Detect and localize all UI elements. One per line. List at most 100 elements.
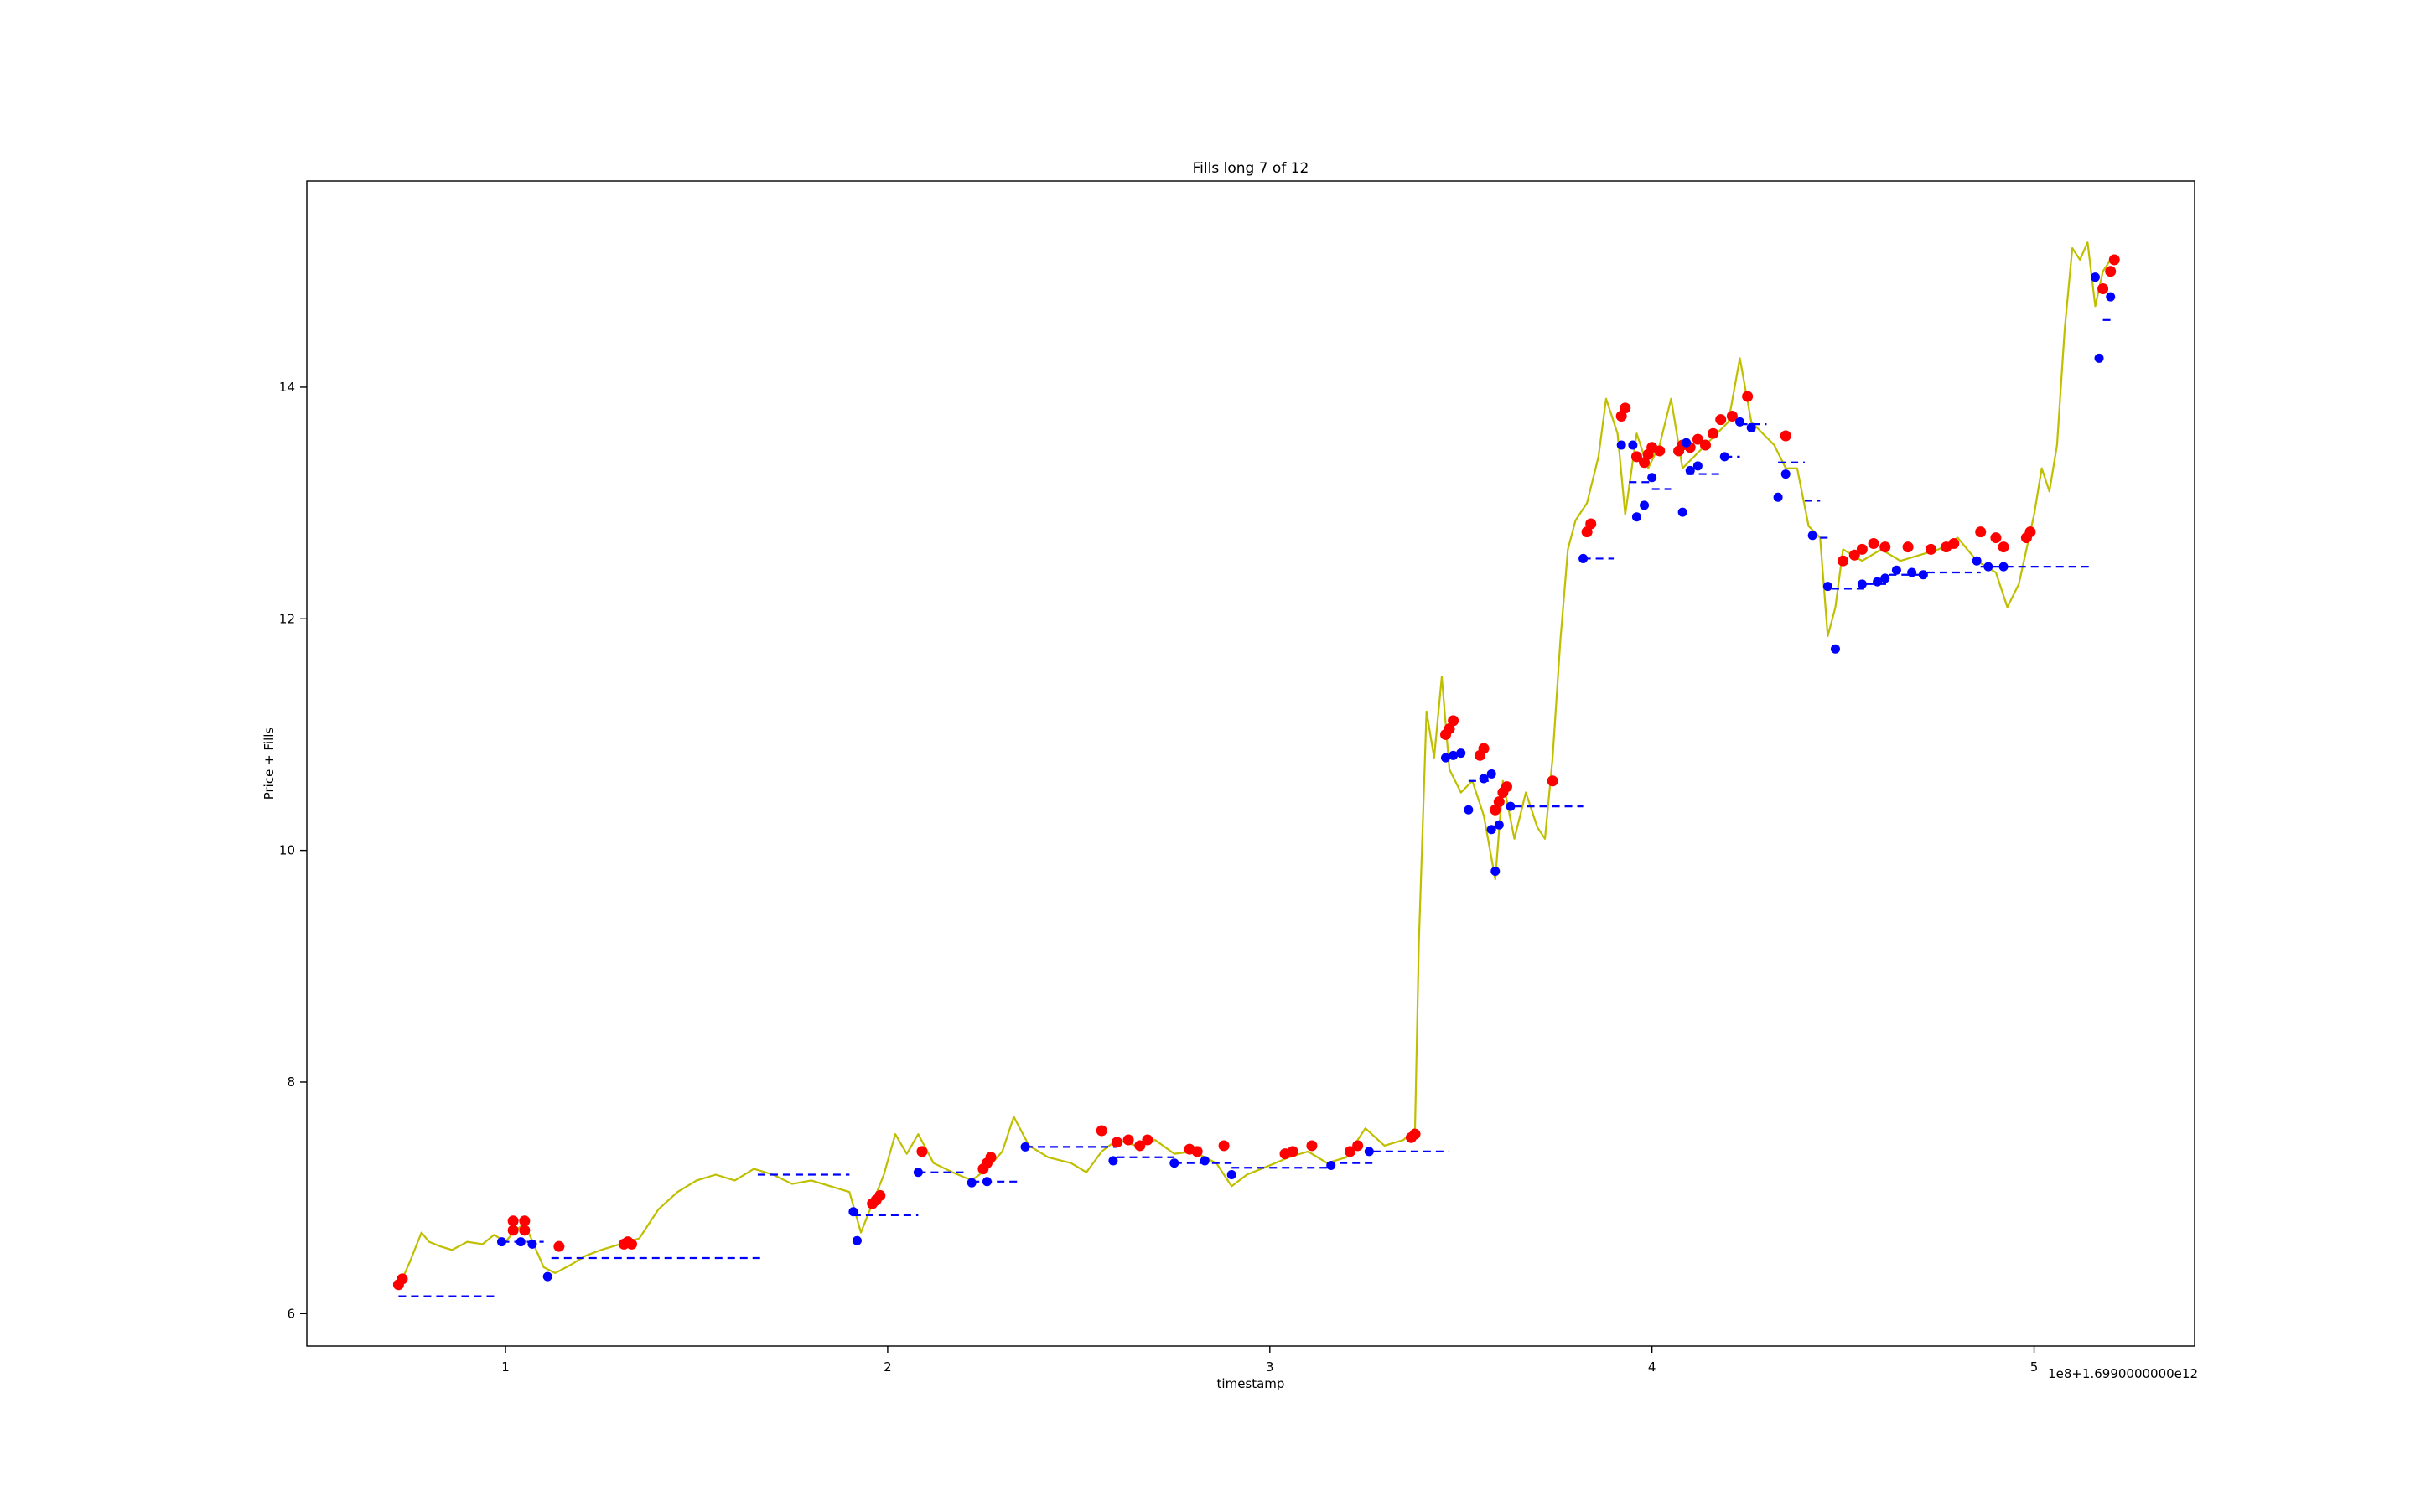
y-axis-label: Price + Fills	[262, 728, 277, 800]
entry-fill-point	[1134, 1140, 1146, 1152]
y-tick-label: 12	[279, 611, 295, 626]
close-fill-point	[1628, 440, 1638, 450]
entry-fill-point	[1306, 1140, 1318, 1152]
close-fill-point	[1479, 774, 1489, 784]
entry-fill-point	[553, 1240, 565, 1252]
close-fill-point	[1780, 469, 1791, 479]
y-tick-label: 6	[287, 1306, 295, 1321]
close-fill-point	[1807, 531, 1817, 541]
entry-fill-point	[1096, 1125, 1107, 1137]
entry-fill-point	[1448, 715, 1459, 727]
entry-fill-point	[1692, 433, 1703, 445]
close-fill-point	[1326, 1160, 1336, 1170]
close-fill-point	[1631, 512, 1641, 522]
entry-fill-point	[1581, 526, 1593, 538]
price-line	[401, 241, 2112, 1280]
x-tick-label: 3	[1266, 1359, 1274, 1375]
entry-fill-point	[2105, 266, 2117, 277]
close-fill-point	[1677, 507, 1687, 517]
entry-fill-point	[1998, 541, 2009, 553]
close-fill-point	[1822, 582, 1832, 592]
entry-fill-point	[1639, 457, 1651, 469]
close-fill-point	[1456, 748, 1466, 759]
chart-title: Fills long 7 of 12	[1193, 160, 1309, 177]
close-fill-point	[1200, 1156, 1210, 1166]
y-tick-label: 8	[287, 1074, 295, 1090]
entry-fill-point	[1478, 743, 1490, 754]
close-fill-point	[1972, 556, 1982, 566]
close-fill-point	[1918, 570, 1928, 580]
entry-fill-point	[1585, 518, 1597, 530]
close-fill-point	[1647, 473, 1657, 483]
close-fill-point	[1640, 500, 1650, 510]
entry-fill-point	[507, 1215, 519, 1227]
entry-fill-point	[1975, 526, 1987, 538]
entry-fill-point	[625, 1238, 637, 1250]
close-fill-point	[913, 1168, 923, 1178]
entry-fill-point	[1868, 537, 1879, 549]
entry-fill-point	[1990, 532, 2002, 544]
entry-fill-point	[1501, 781, 1512, 793]
entry-fill-point	[1838, 555, 1849, 567]
close-fill-point	[2090, 272, 2100, 282]
close-fill-point	[1830, 644, 1840, 654]
entry-fill-point	[1615, 410, 1627, 422]
close-fill-point	[1983, 562, 1993, 572]
entry-fill-point	[1948, 537, 1960, 549]
close-fill-point	[1692, 461, 1703, 471]
close-fill-point	[1719, 452, 1729, 462]
close-fill-point	[496, 1237, 506, 1247]
close-fill-point	[1998, 562, 2009, 572]
entry-fill-point	[1191, 1146, 1203, 1157]
close-fill-point	[1486, 825, 1496, 835]
close-fill-point	[1578, 553, 1589, 563]
entry-fill-point	[1444, 723, 1455, 735]
entry-fill-point	[1218, 1140, 1230, 1152]
entry-fill-point	[916, 1146, 928, 1157]
entry-fill-point	[1111, 1137, 1122, 1148]
close-fill-point	[1490, 866, 1501, 876]
close-fill-point	[1773, 492, 1783, 502]
close-fill-point	[1616, 440, 1626, 450]
plot-frame	[306, 180, 2195, 1347]
close-fill-point	[1486, 769, 1496, 779]
entry-fill-point	[519, 1215, 531, 1227]
y-tick-label: 14	[279, 380, 295, 395]
close-fill-point	[2106, 292, 2116, 302]
x-axis-offset-text: 1e8+1.6990000000e12	[2048, 1366, 2198, 1381]
entry-fill-point	[1925, 543, 1936, 555]
entry-fill-point	[1699, 439, 1711, 451]
entry-fill-point	[2097, 282, 2109, 294]
entry-fill-point	[1654, 445, 1666, 457]
entry-fill-point	[397, 1273, 408, 1285]
close-fill-point	[542, 1271, 552, 1282]
close-fill-point	[1907, 567, 1917, 577]
x-tick-label: 4	[1648, 1359, 1656, 1375]
x-tick-label: 2	[884, 1359, 892, 1375]
close-fill-point	[1506, 801, 1516, 811]
entry-fill-point	[1879, 541, 1891, 553]
close-fill-point	[1464, 805, 1474, 815]
entry-fill-point	[1902, 541, 1914, 553]
entry-fill-point	[1856, 543, 1868, 555]
close-fill-point	[1108, 1156, 1118, 1166]
x-tick-label: 1	[501, 1359, 510, 1375]
close-fill-point	[1873, 577, 1883, 587]
close-fill-point	[1169, 1158, 1179, 1168]
close-fill-point	[1880, 573, 1890, 583]
close-fill-point	[982, 1177, 992, 1187]
entry-fill-point	[1715, 414, 1727, 426]
close-fill-point	[1494, 820, 1504, 830]
plot-area	[392, 241, 2120, 1297]
close-fill-point	[1226, 1170, 1236, 1180]
entry-fill-point	[1708, 427, 1719, 439]
close-fill-point	[1682, 438, 1692, 448]
close-fill-point	[1440, 753, 1450, 763]
close-fill-point	[2094, 353, 2104, 363]
close-fill-point	[1891, 565, 1901, 575]
close-fill-point	[852, 1235, 862, 1245]
close-fill-point	[527, 1239, 537, 1249]
entry-fill-point	[2108, 254, 2120, 266]
entry-fill-point	[1848, 549, 1860, 561]
